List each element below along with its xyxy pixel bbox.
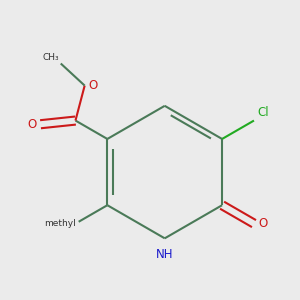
Text: O: O bbox=[88, 79, 98, 92]
Text: O: O bbox=[258, 217, 268, 230]
Text: CH₃: CH₃ bbox=[42, 53, 59, 62]
Text: Cl: Cl bbox=[258, 106, 269, 119]
Text: O: O bbox=[28, 118, 37, 131]
Text: NH: NH bbox=[156, 248, 173, 260]
Text: methyl: methyl bbox=[44, 219, 76, 228]
